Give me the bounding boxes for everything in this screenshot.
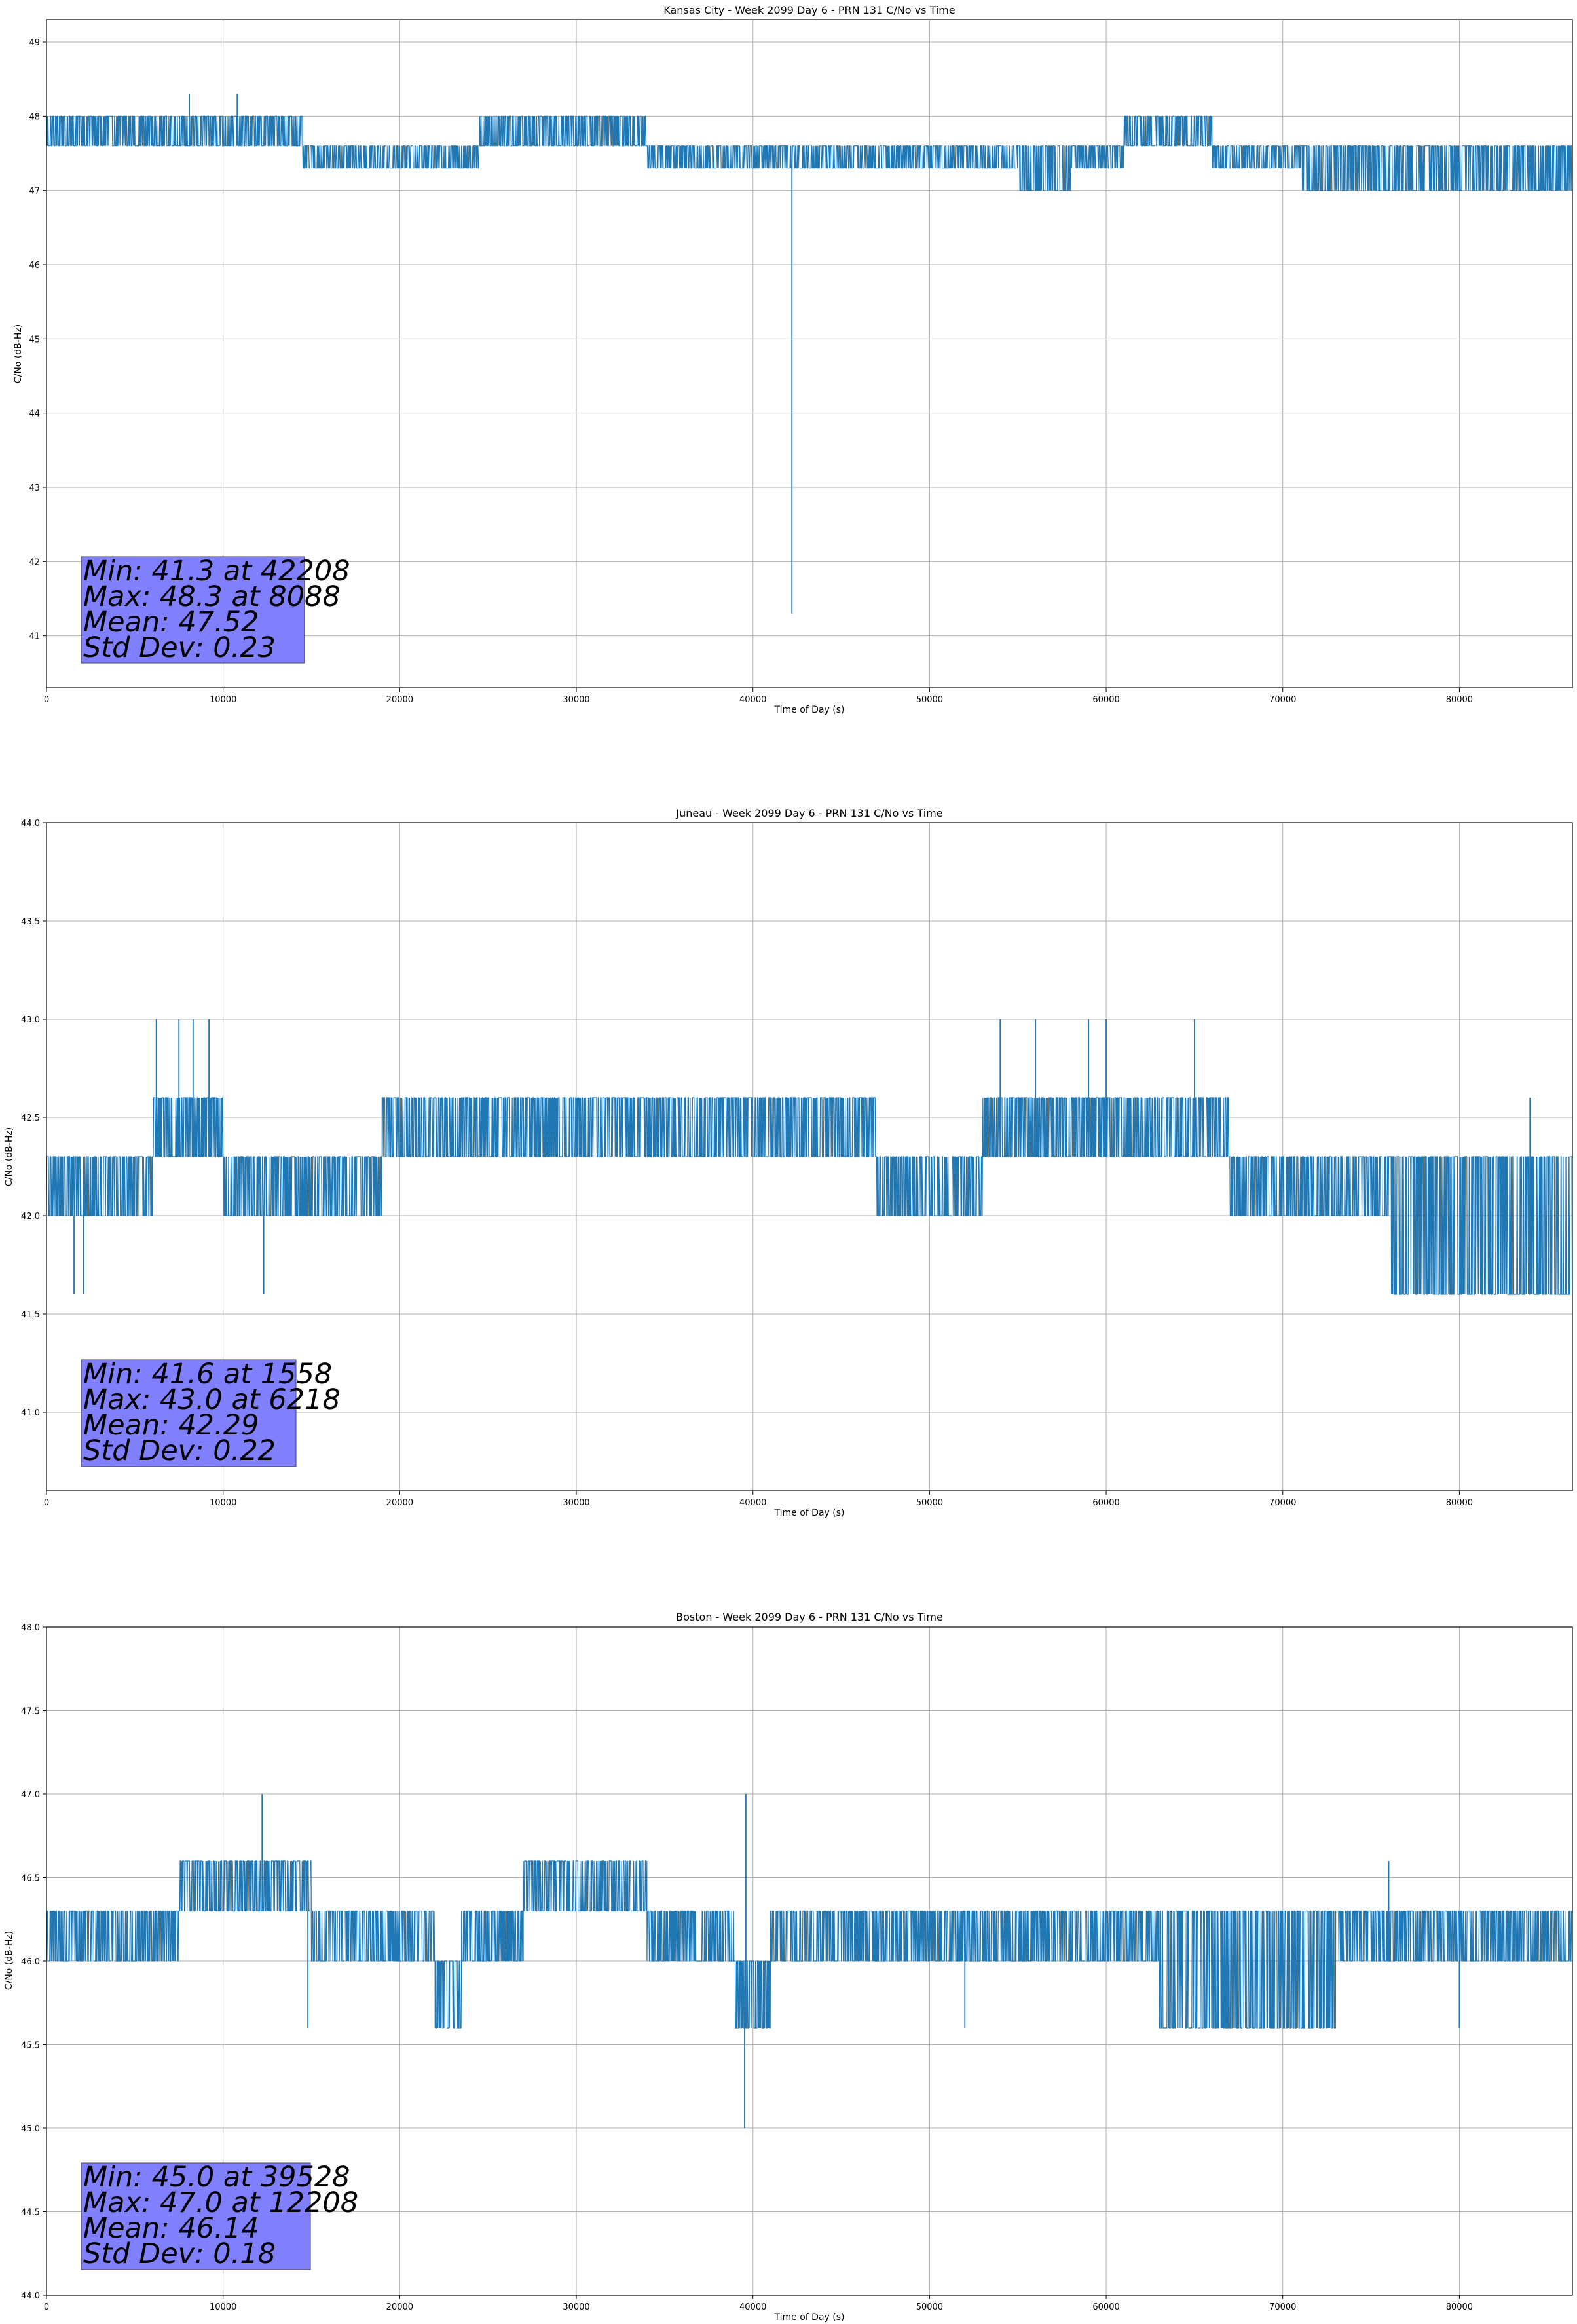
stats-std: Std Dev: 0.23 (83, 631, 276, 664)
stats-mean: Mean: 47.52 (83, 606, 259, 639)
chart-juneau: Juneau - Week 2099 Day 6 - PRN 131 C/No … (4, 807, 1573, 1518)
y-tick-label: 44.0 (21, 2291, 40, 2301)
y-tick-label: 49 (29, 38, 40, 48)
y-tick-label: 48.0 (21, 1623, 40, 1633)
stats-std: Std Dev: 0.22 (83, 1434, 276, 1467)
y-tick-label: 45.0 (21, 2124, 40, 2134)
x-tick-label: 10000 (210, 1498, 236, 1508)
y-tick-label: 44.5 (21, 2208, 40, 2218)
x-tick-label: 30000 (563, 695, 589, 705)
x-tick-label: 40000 (739, 2302, 766, 2312)
x-tick-label: 0 (44, 2302, 49, 2312)
x-tick-label: 80000 (1446, 2302, 1473, 2312)
stats-box-background (81, 1359, 297, 1467)
x-tick-label: 70000 (1269, 1498, 1296, 1508)
y-tick-label: 48 (29, 112, 40, 122)
x-tick-label: 0 (44, 1498, 49, 1508)
y-tick-label: 41 (29, 632, 40, 642)
x-tick-label: 10000 (210, 2302, 236, 2312)
chart-kansas-city: Kansas City - Week 2099 Day 6 - PRN 131 … (13, 4, 1573, 715)
y-axis-label: C/No (dB-Hz) (13, 324, 24, 383)
stats-std: Std Dev: 0.18 (83, 2238, 276, 2270)
stats-mean: Mean: 46.14 (83, 2212, 259, 2245)
chart-title: Kansas City - Week 2099 Day 6 - PRN 131 … (663, 4, 955, 16)
y-tick-label: 45.5 (21, 2041, 40, 2051)
series-line (46, 1794, 1573, 2128)
y-tick-label: 43.0 (21, 1015, 40, 1025)
y-tick-label: 46.5 (21, 1874, 40, 1884)
y-tick-label: 47.5 (21, 1707, 40, 1717)
x-tick-label: 50000 (916, 695, 943, 705)
axis-ticks: 0 10000 20000 30000 40000 50000 60000 70000 8000… (29, 38, 1473, 705)
x-tick-label: 20000 (386, 1498, 413, 1508)
stats-box: Min: 41.6 at 1558 Max: 43.0 at 6218 Mean… (81, 1358, 341, 1467)
stats-min: Min: 41.3 at 42208 (83, 555, 350, 588)
series-band (46, 1097, 1573, 1295)
x-tick-label: 0 (44, 695, 49, 705)
y-tick-label: 43 (29, 483, 40, 493)
x-tick-label: 70000 (1269, 695, 1296, 705)
y-tick-label: 46.0 (21, 1957, 40, 1967)
stats-mean: Mean: 42.29 (83, 1409, 259, 1442)
x-tick-label: 20000 (386, 695, 413, 705)
x-axis-label: Time of Day (s) (774, 1508, 845, 1518)
stats-max: Max: 47.0 at 12208 (83, 2186, 358, 2219)
stats-max: Max: 43.0 at 6218 (83, 1383, 341, 1416)
stats-min: Min: 45.0 at 39528 (83, 2161, 350, 2194)
axis-ticks: 0 10000 20000 30000 40000 50000 60000 70000 8000… (21, 1623, 1473, 2312)
y-tick-label: 45 (29, 335, 40, 345)
x-tick-label: 50000 (916, 1498, 943, 1508)
chart-boston: Boston - Week 2099 Day 6 - PRN 131 C/No … (4, 1611, 1573, 2323)
chart-title: Juneau - Week 2099 Day 6 - PRN 131 C/No … (675, 807, 942, 819)
x-axis-label: Time of Day (s) (774, 2312, 845, 2323)
stats-min: Min: 41.6 at 1558 (83, 1358, 332, 1391)
series-band (46, 1860, 1573, 2029)
stats-max: Max: 48.3 at 8088 (83, 580, 341, 613)
x-tick-label: 80000 (1446, 1498, 1473, 1508)
series-line (46, 1019, 1573, 1295)
x-tick-label: 40000 (739, 695, 766, 705)
x-axis-label: Time of Day (s) (774, 705, 845, 715)
y-tick-label: 41.5 (21, 1310, 40, 1320)
x-tick-label: 60000 (1092, 2302, 1119, 2312)
x-tick-label: 10000 (210, 695, 236, 705)
x-tick-label: 50000 (916, 2302, 943, 2312)
x-tick-label: 80000 (1446, 695, 1473, 705)
x-tick-label: 60000 (1092, 695, 1119, 705)
y-axis-label: C/No (dB-Hz) (4, 1127, 14, 1186)
x-tick-label: 70000 (1269, 2302, 1296, 2312)
stats-box-background (81, 556, 305, 664)
y-tick-label: 44.0 (21, 819, 40, 829)
x-tick-label: 40000 (739, 1498, 766, 1508)
series-line (46, 94, 1572, 614)
y-tick-label: 43.5 (21, 917, 40, 927)
series-band (46, 115, 1572, 191)
y-tick-label: 44 (29, 409, 40, 419)
y-tick-label: 42.5 (21, 1114, 40, 1123)
y-tick-label: 46 (29, 261, 40, 271)
y-tick-label: 47.0 (21, 1790, 40, 1800)
stats-box: Min: 45.0 at 39528 Max: 47.0 at 12208 Me… (81, 2161, 358, 2270)
y-tick-label: 47 (29, 187, 40, 197)
y-axis-label: C/No (dB-Hz) (4, 1931, 14, 1990)
y-tick-label: 41.0 (21, 1408, 40, 1418)
y-tick-label: 42 (29, 557, 40, 567)
plot-frame (46, 822, 1573, 1491)
chart-title: Boston - Week 2099 Day 6 - PRN 131 C/No … (676, 1611, 943, 1623)
stats-box: Min: 41.3 at 42208 Max: 48.3 at 8088 Mea… (81, 555, 350, 664)
x-tick-label: 30000 (563, 2302, 589, 2312)
x-tick-label: 20000 (386, 2302, 413, 2312)
y-tick-label: 42.0 (21, 1212, 40, 1222)
plot-frame (46, 19, 1573, 688)
x-tick-label: 60000 (1092, 1498, 1119, 1508)
stats-box-background (81, 2162, 311, 2270)
axis-ticks: 0 10000 20000 30000 40000 50000 60000 70000 8000… (21, 819, 1473, 1508)
x-tick-label: 30000 (563, 1498, 589, 1508)
